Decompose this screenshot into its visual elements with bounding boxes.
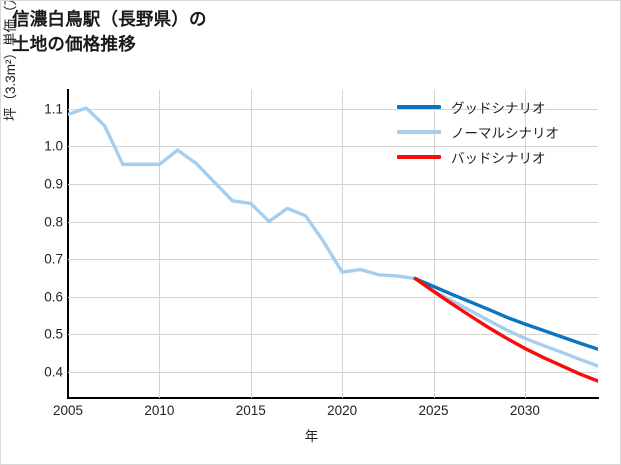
x-tick-label: 2030 <box>509 403 540 418</box>
legend-label: バッドシナリオ <box>451 150 546 166</box>
y-tick-label: 0.9 <box>44 176 63 192</box>
legend-label: グッドシナリオ <box>451 100 546 116</box>
x-tick-label: 2010 <box>144 403 175 418</box>
legend-label: ノーマルシナリオ <box>451 125 559 141</box>
series-line <box>68 106 598 368</box>
y-tick-label: 0.7 <box>44 251 63 267</box>
page-title: 信濃白鳥駅（長野県）の 土地の価格推移 <box>12 9 207 54</box>
gridline-horizontal <box>68 183 598 185</box>
x-axis-title: 年 <box>304 429 319 444</box>
x-tick-label: 2015 <box>235 403 266 418</box>
series-line <box>413 276 598 383</box>
x-axis-line <box>67 397 599 400</box>
gridline-horizontal <box>68 371 598 373</box>
gridline-vertical <box>250 90 252 398</box>
series-line <box>413 276 598 351</box>
legend-item: グッドシナリオ <box>397 94 607 119</box>
gridline-horizontal <box>68 108 598 110</box>
legend-color-swatch <box>397 154 441 159</box>
gridline-vertical <box>159 90 161 398</box>
y-axis-tick-labels: 0.4 0.5 0.6 0.7 0.8 0.9 1.0 1.1 <box>15 90 63 398</box>
gridline-vertical <box>342 90 344 398</box>
y-tick-label: 0.8 <box>44 214 63 229</box>
legend-item: バッドシナリオ <box>397 144 607 169</box>
chart-legend: グッドシナリオ ノーマルシナリオ バッドシナリオ <box>397 94 607 169</box>
gridline-vertical <box>524 90 526 398</box>
y-tick-label: 0.5 <box>44 326 63 342</box>
x-tick-label: 2025 <box>418 403 449 418</box>
gridline-horizontal <box>68 221 598 223</box>
plot-area <box>68 90 598 398</box>
chart-lines <box>68 106 598 383</box>
legend-color-swatch <box>397 104 441 109</box>
gridline-vertical <box>433 90 435 398</box>
y-tick-label: 0.6 <box>44 289 63 305</box>
gridline-horizontal <box>68 296 598 298</box>
x-tick-label: 2005 <box>52 403 84 418</box>
legend-item: ノーマルシナリオ <box>397 119 607 144</box>
gridline-horizontal <box>68 334 598 336</box>
y-tick-label: 1.1 <box>44 101 63 117</box>
y-axis-line <box>67 89 69 399</box>
x-tick-label: 2020 <box>327 403 358 418</box>
x-axis-tick-labels: 2005 2010 2015 2020 2025 2030 <box>53 403 598 423</box>
gridline-horizontal <box>68 146 598 148</box>
y-tick-label: 1.0 <box>44 138 63 154</box>
y-tick-label: 0.4 <box>44 364 63 380</box>
y-axis-title: 坪（3.3m²）単価（万円） <box>3 0 18 121</box>
legend-color-swatch <box>397 129 441 134</box>
